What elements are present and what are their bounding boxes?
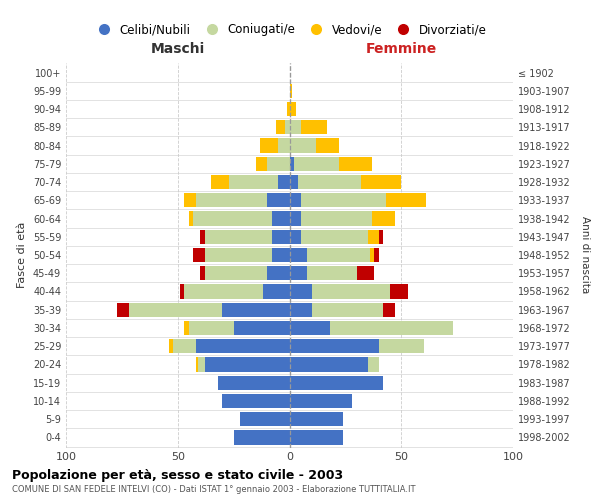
Bar bbox=[290, 302, 312, 317]
Bar bbox=[267, 266, 290, 280]
Text: Popolazione per età, sesso e stato civile - 2003: Popolazione per età, sesso e stato civil… bbox=[12, 470, 343, 482]
Bar bbox=[233, 430, 290, 444]
Bar bbox=[200, 266, 205, 280]
Bar bbox=[193, 212, 272, 226]
Bar bbox=[312, 284, 390, 298]
Bar bbox=[196, 193, 267, 208]
Bar bbox=[294, 156, 338, 171]
Bar bbox=[356, 266, 374, 280]
Bar bbox=[267, 193, 290, 208]
Bar bbox=[290, 266, 307, 280]
Bar bbox=[301, 212, 372, 226]
Bar bbox=[241, 412, 290, 426]
Bar bbox=[196, 339, 290, 353]
Y-axis label: Anni di nascita: Anni di nascita bbox=[580, 216, 590, 294]
Bar bbox=[298, 175, 361, 189]
Bar bbox=[287, 102, 290, 116]
Bar bbox=[312, 302, 383, 317]
Text: Femmine: Femmine bbox=[365, 42, 437, 56]
Bar bbox=[173, 339, 196, 353]
Bar bbox=[290, 248, 307, 262]
Bar bbox=[223, 394, 290, 408]
Bar bbox=[184, 321, 189, 335]
Bar bbox=[189, 321, 233, 335]
Bar bbox=[290, 339, 379, 353]
Bar bbox=[374, 248, 379, 262]
Bar bbox=[390, 284, 408, 298]
Bar bbox=[316, 138, 338, 152]
Bar bbox=[267, 156, 290, 171]
Bar bbox=[128, 302, 223, 317]
Bar bbox=[290, 394, 352, 408]
Bar bbox=[169, 339, 173, 353]
Bar bbox=[290, 358, 368, 372]
Text: Maschi: Maschi bbox=[151, 42, 205, 56]
Bar bbox=[330, 321, 452, 335]
Bar bbox=[290, 102, 296, 116]
Bar bbox=[272, 230, 290, 244]
Bar bbox=[184, 193, 196, 208]
Bar bbox=[379, 339, 424, 353]
Bar bbox=[189, 212, 193, 226]
Bar bbox=[361, 175, 401, 189]
Bar bbox=[205, 230, 272, 244]
Bar bbox=[338, 156, 372, 171]
Bar bbox=[368, 358, 379, 372]
Bar bbox=[118, 302, 128, 317]
Bar bbox=[263, 284, 290, 298]
Bar bbox=[211, 175, 229, 189]
Bar bbox=[386, 193, 426, 208]
Bar bbox=[370, 248, 374, 262]
Bar bbox=[256, 156, 267, 171]
Bar bbox=[290, 230, 301, 244]
Bar bbox=[205, 248, 272, 262]
Bar bbox=[307, 248, 370, 262]
Bar bbox=[233, 321, 290, 335]
Bar bbox=[278, 175, 290, 189]
Bar bbox=[184, 284, 263, 298]
Bar bbox=[290, 156, 294, 171]
Bar bbox=[290, 138, 316, 152]
Bar bbox=[290, 321, 330, 335]
Bar bbox=[223, 302, 290, 317]
Bar bbox=[301, 193, 386, 208]
Bar bbox=[260, 138, 278, 152]
Bar bbox=[196, 358, 198, 372]
Bar bbox=[307, 266, 356, 280]
Bar bbox=[383, 302, 395, 317]
Bar bbox=[285, 120, 290, 134]
Bar bbox=[218, 376, 290, 390]
Bar bbox=[198, 358, 205, 372]
Bar bbox=[368, 230, 379, 244]
Bar bbox=[205, 358, 290, 372]
Bar bbox=[301, 230, 368, 244]
Bar bbox=[290, 193, 301, 208]
Bar bbox=[372, 212, 395, 226]
Bar bbox=[200, 230, 205, 244]
Bar bbox=[290, 212, 301, 226]
Bar bbox=[379, 230, 383, 244]
Bar bbox=[290, 84, 292, 98]
Bar bbox=[290, 430, 343, 444]
Bar bbox=[193, 248, 205, 262]
Text: COMUNE DI SAN FEDELE INTELVI (CO) - Dati ISTAT 1° gennaio 2003 - Elaborazione TU: COMUNE DI SAN FEDELE INTELVI (CO) - Dati… bbox=[12, 485, 415, 494]
Bar bbox=[205, 266, 267, 280]
Bar bbox=[290, 376, 383, 390]
Bar bbox=[290, 120, 301, 134]
Bar bbox=[290, 284, 312, 298]
Bar bbox=[276, 120, 285, 134]
Bar bbox=[278, 138, 290, 152]
Bar bbox=[290, 175, 298, 189]
Bar bbox=[290, 412, 343, 426]
Bar bbox=[272, 212, 290, 226]
Bar bbox=[301, 120, 328, 134]
Y-axis label: Fasce di età: Fasce di età bbox=[17, 222, 27, 288]
Bar bbox=[180, 284, 184, 298]
Bar bbox=[229, 175, 278, 189]
Legend: Celibi/Nubili, Coniugati/e, Vedovi/e, Divorziati/e: Celibi/Nubili, Coniugati/e, Vedovi/e, Di… bbox=[88, 18, 491, 41]
Bar bbox=[272, 248, 290, 262]
